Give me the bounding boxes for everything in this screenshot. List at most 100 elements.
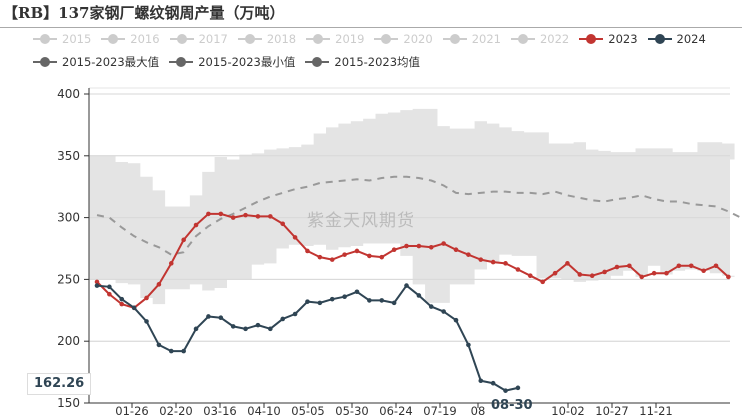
legend-label: 2015-2023最大值	[62, 55, 160, 69]
y-tick-label: 150	[57, 396, 80, 410]
legend-label: 2021	[471, 32, 501, 46]
data-point	[404, 243, 409, 249]
data-point	[206, 314, 211, 319]
legend-item-2015[interactable]: 2015	[33, 32, 91, 46]
data-point	[478, 378, 484, 384]
x-tick-label: 08	[471, 404, 486, 418]
data-point	[503, 261, 508, 266]
y-tick-label: 300	[57, 211, 80, 225]
chart-title: 【RB】137家钢厂螺纹钢周产量（万吨）	[3, 4, 285, 22]
legend-item-2020[interactable]: 2020	[374, 32, 433, 46]
legend-label: 2016	[130, 32, 160, 46]
data-point	[280, 316, 286, 322]
data-point	[342, 294, 347, 300]
y-tick-label: 350	[57, 149, 80, 163]
legend-marker-icon	[442, 33, 467, 45]
legend-marker-icon	[101, 33, 126, 45]
y-axis-pointer-label: 162.26	[27, 373, 92, 395]
data-point	[268, 326, 273, 332]
data-point	[453, 317, 459, 323]
data-point	[688, 263, 694, 269]
data-point	[181, 237, 186, 243]
data-point	[305, 248, 310, 254]
series-line-2023	[96, 212, 730, 309]
data-point	[305, 299, 310, 304]
x-tick-label: 03-16	[203, 404, 236, 418]
legend-item-stat-0[interactable]: 2015-2023最大值	[33, 54, 159, 70]
data-point	[428, 304, 434, 309]
data-point	[701, 268, 706, 274]
data-point	[367, 298, 372, 303]
legend-marker-icon	[169, 33, 194, 45]
data-point	[131, 305, 137, 311]
x-tick-label: 10-02	[551, 404, 584, 418]
data-point	[317, 254, 323, 260]
data-point	[602, 269, 607, 275]
data-point	[614, 264, 620, 270]
data-point	[107, 284, 112, 290]
legend-label: 2019	[335, 32, 365, 46]
data-point	[441, 309, 446, 314]
data-point	[193, 222, 199, 228]
data-point	[255, 214, 261, 219]
data-point	[354, 289, 360, 295]
legend-label: 2018	[266, 32, 297, 46]
data-point	[453, 247, 459, 253]
legend-item-2016[interactable]: 2016	[101, 32, 160, 46]
data-point	[515, 267, 521, 272]
data-point	[218, 211, 224, 217]
data-point	[342, 252, 347, 257]
y-tick-label: 250	[57, 272, 80, 286]
data-point	[168, 348, 174, 354]
data-point	[206, 211, 211, 217]
x-tick-label: 02-20	[159, 404, 192, 418]
data-point	[676, 263, 682, 269]
data-point	[577, 272, 583, 277]
data-point	[639, 274, 645, 280]
legend-label: 2015-2023最小值	[198, 55, 296, 69]
data-point	[144, 319, 149, 324]
data-point	[627, 263, 632, 269]
data-point	[503, 388, 508, 393]
legend-marker-icon	[510, 33, 535, 45]
data-point	[168, 261, 174, 266]
data-point	[552, 270, 558, 276]
legend-label: 2015	[62, 32, 92, 46]
data-point	[367, 253, 372, 259]
legend-item-2021[interactable]: 2021	[442, 32, 501, 46]
data-point	[94, 279, 100, 285]
data-point	[466, 252, 471, 257]
data-point	[540, 279, 545, 285]
data-point	[268, 214, 273, 219]
data-point	[391, 300, 397, 306]
data-point	[416, 293, 422, 298]
y-tick-label: 400	[57, 87, 80, 101]
legend-item-2023[interactable]: 2023	[579, 32, 638, 46]
legend-row-stats: 2015-2023最大值 2015-2023最小值 2015-2023均值	[33, 54, 430, 70]
data-point	[589, 273, 595, 278]
legend-marker-icon	[647, 33, 672, 45]
legend-marker-icon	[33, 33, 57, 45]
legend-item-2022[interactable]: 2022	[510, 32, 569, 46]
legend-item-2024[interactable]: 2024	[647, 32, 706, 46]
legend-marker-icon	[169, 56, 194, 68]
data-point	[354, 248, 360, 254]
data-point	[119, 301, 125, 307]
data-point	[391, 247, 397, 253]
legend-item-2019[interactable]: 2019	[306, 32, 364, 46]
data-point	[404, 283, 409, 288]
data-point	[726, 274, 731, 280]
y-tick-label: 200	[57, 334, 80, 348]
x-tick-label: 05-30	[335, 404, 368, 418]
data-point	[515, 385, 521, 391]
legend-item-stat-1[interactable]: 2015-2023最小值	[169, 54, 295, 70]
data-point	[107, 291, 112, 297]
legend-item-stat-2[interactable]: 2015-2023均值	[305, 54, 420, 70]
legend-item-2018[interactable]: 2018	[237, 32, 297, 46]
data-point	[428, 244, 434, 250]
range-band	[89, 108, 735, 305]
legend-label: 2015-2023均值	[334, 55, 421, 69]
legend-item-2017[interactable]: 2017	[169, 32, 228, 46]
data-point	[156, 342, 162, 348]
